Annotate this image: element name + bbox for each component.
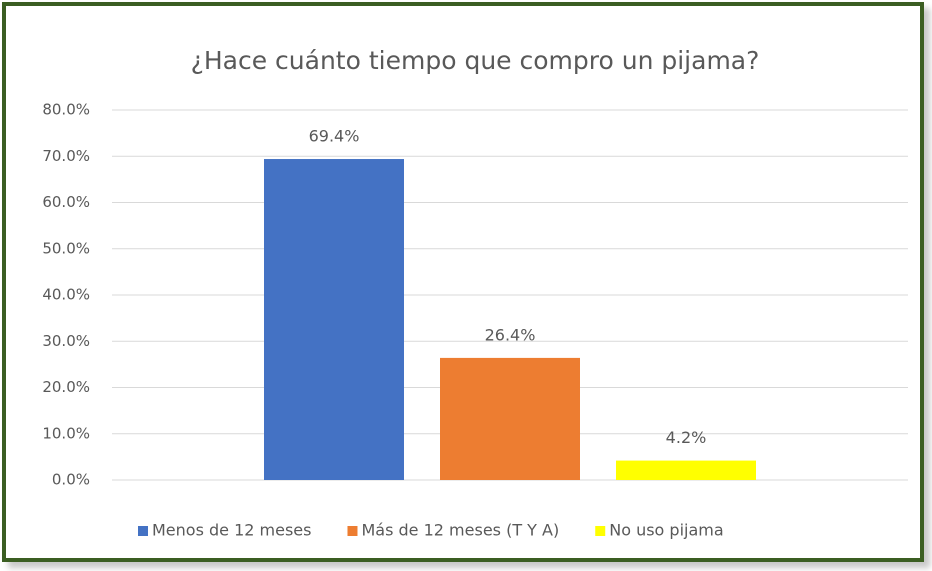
legend-swatch bbox=[595, 526, 606, 536]
bar bbox=[440, 357, 580, 480]
chart-title: ¿Hace cuánto tiempo que compro un pijama… bbox=[191, 46, 760, 75]
y-tick-label: 30.0% bbox=[42, 332, 90, 350]
legend-label: Más de 12 meses (T Y A) bbox=[361, 521, 559, 540]
y-tick-label: 60.0% bbox=[42, 193, 90, 211]
y-tick-label: 40.0% bbox=[42, 286, 90, 304]
y-tick-label: 50.0% bbox=[42, 239, 90, 257]
legend-swatch bbox=[347, 526, 358, 536]
legend-swatch bbox=[138, 526, 148, 536]
data-label: 26.4% bbox=[485, 325, 536, 344]
y-tick-label: 0.0% bbox=[52, 471, 90, 489]
legend-label: Menos de 12 meses bbox=[152, 521, 311, 540]
bar bbox=[264, 159, 404, 480]
legend-label: No uso pijama bbox=[609, 521, 723, 540]
bar bbox=[616, 460, 756, 480]
y-tick-label: 70.0% bbox=[42, 147, 90, 165]
data-label: 4.2% bbox=[666, 428, 707, 447]
y-tick-label: 80.0% bbox=[42, 101, 90, 119]
y-tick-label: 10.0% bbox=[42, 424, 90, 442]
data-label: 69.4% bbox=[309, 127, 360, 146]
y-tick-label: 20.0% bbox=[42, 378, 90, 396]
